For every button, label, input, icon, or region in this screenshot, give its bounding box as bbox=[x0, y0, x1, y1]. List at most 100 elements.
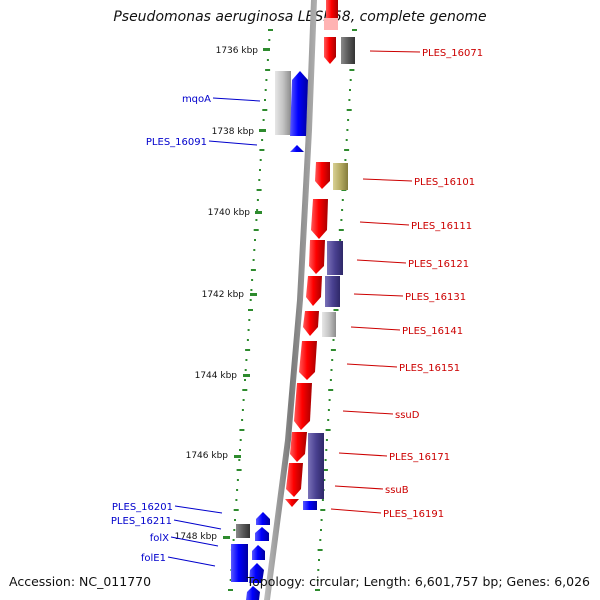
gene-label-ples-16191[interactable]: PLES_16191 bbox=[383, 509, 444, 520]
gene-feature-fole1[interactable] bbox=[249, 563, 264, 583]
guide-dot bbox=[324, 459, 327, 461]
gene-feature-ples-16111[interactable] bbox=[311, 199, 328, 239]
guide-dot bbox=[325, 439, 328, 441]
guide-dot bbox=[239, 429, 245, 431]
guide-dot bbox=[236, 469, 242, 471]
gene-label-folx[interactable]: folX bbox=[150, 533, 169, 544]
gene-label-ples-16101[interactable]: PLES_16101 bbox=[414, 177, 475, 188]
guide-dot bbox=[325, 429, 331, 431]
gene-feature-ples-16101[interactable] bbox=[315, 162, 330, 189]
gene-feature-ples-16191-blue[interactable] bbox=[303, 501, 317, 510]
genome-backbone bbox=[264, 0, 317, 600]
scale-tick-1742: 1742 kbp bbox=[202, 290, 257, 300]
guide-dot bbox=[259, 169, 261, 171]
gene-label-mqoa[interactable]: mqoA bbox=[182, 94, 211, 105]
scale-tick-1744: 1744 kbp bbox=[195, 371, 250, 381]
gene-feature-ples-16131-navy[interactable] bbox=[325, 276, 340, 307]
gene-feature-ples-16141-gray[interactable] bbox=[322, 312, 336, 337]
gene-label-ples-16201[interactable]: PLES_16201 bbox=[112, 502, 173, 513]
gene-feature-ples-16121[interactable] bbox=[309, 240, 325, 274]
guide-dot bbox=[321, 499, 324, 501]
gene-feature-mqoa[interactable] bbox=[290, 71, 308, 136]
guide-dot bbox=[256, 189, 262, 191]
guide-dot bbox=[245, 349, 251, 351]
gene-label-ples-16131[interactable]: PLES_16131 bbox=[405, 292, 466, 303]
gene-label-fole1[interactable]: folE1 bbox=[141, 553, 166, 564]
gene-feature-ples-16071[interactable] bbox=[324, 37, 336, 64]
gene-feature-fole1-left[interactable] bbox=[231, 544, 248, 582]
gene-feature-ples-16201[interactable] bbox=[256, 512, 270, 525]
gene-label-ples-16091[interactable]: PLES_16091 bbox=[146, 137, 207, 148]
gene-label-ples-16141[interactable]: PLES_16141 bbox=[402, 326, 463, 337]
gene-label-ples-16121[interactable]: PLES_16121 bbox=[408, 259, 469, 270]
gene-label-ples-16111[interactable]: PLES_16111 bbox=[411, 221, 472, 232]
gene-feature-ples-16141[interactable] bbox=[303, 311, 319, 336]
guide-dot bbox=[323, 479, 326, 481]
guide-dot bbox=[239, 449, 241, 451]
gene-label-ples-16071[interactable]: PLES_16071 bbox=[422, 48, 483, 59]
guide-dot bbox=[331, 359, 334, 361]
gene-feature-ples-16171[interactable] bbox=[290, 432, 307, 462]
guide-dot bbox=[229, 579, 232, 581]
gene-label-ssud[interactable]: ssuD bbox=[395, 410, 420, 421]
guide-dot bbox=[234, 519, 236, 521]
gene-feature-bottom-partial[interactable] bbox=[246, 586, 260, 600]
guide-dot bbox=[265, 79, 268, 81]
gene-feature-ples-16171-navy[interactable] bbox=[308, 433, 324, 499]
gene-features bbox=[231, 0, 355, 600]
gene-label-ples-16151[interactable]: PLES_16151 bbox=[399, 363, 460, 374]
gene-feature-ples-16191[interactable] bbox=[285, 499, 299, 507]
gene-feature-ples-16211[interactable] bbox=[255, 527, 269, 541]
genome-summary-text: Topology: circular; Length: 6,601,757 bp… bbox=[246, 574, 590, 589]
gene-label-ples-16171[interactable]: PLES_16171 bbox=[389, 452, 450, 463]
guide-dot bbox=[345, 139, 348, 141]
guide-dot bbox=[341, 209, 344, 211]
guide-dot bbox=[254, 239, 256, 241]
scale-tick-1738: 1738 kbp bbox=[212, 127, 266, 137]
gene-feature-ples-16101-olive[interactable] bbox=[333, 163, 348, 190]
guide-dot bbox=[242, 389, 248, 391]
gene-feature-ples-16131[interactable] bbox=[306, 276, 322, 306]
gene-feature-ssub[interactable] bbox=[286, 463, 303, 497]
guide-dot bbox=[340, 219, 343, 221]
gene-feature-ples-16071-gray[interactable] bbox=[341, 37, 355, 64]
guide-dot bbox=[318, 559, 320, 561]
guide-dot bbox=[259, 149, 265, 151]
gene-feature-ples-16121-navy[interactable] bbox=[327, 241, 343, 275]
gene-feature-ples-16091[interactable] bbox=[290, 145, 304, 152]
guide-dot bbox=[241, 419, 244, 421]
guide-lines bbox=[228, 29, 357, 591]
guide-dot bbox=[259, 159, 262, 161]
guide-dot bbox=[320, 509, 326, 511]
svg-text:1742 kbp: 1742 kbp bbox=[202, 290, 245, 300]
guide-dot bbox=[256, 209, 259, 211]
guide-dot bbox=[328, 399, 331, 401]
guide-dot bbox=[244, 379, 246, 381]
gene-label-ssub[interactable]: ssuB bbox=[385, 485, 409, 496]
guide-dot bbox=[236, 489, 239, 491]
gene-feature-mqoa-gray[interactable] bbox=[275, 71, 291, 135]
guide-dot bbox=[236, 479, 239, 481]
gene-feature-folx[interactable] bbox=[252, 545, 265, 560]
gene-feature-top-partial[interactable] bbox=[326, 0, 338, 18]
guide-dot bbox=[327, 409, 330, 411]
guide-dot bbox=[317, 549, 323, 551]
guide-dot bbox=[346, 109, 352, 111]
scale-tick-1748: 1748 kbp bbox=[175, 532, 230, 542]
guide-dot bbox=[245, 359, 248, 361]
guide-dot bbox=[244, 369, 247, 371]
gene-label-ples-16211[interactable]: PLES_16211 bbox=[111, 516, 172, 527]
guide-dot bbox=[253, 249, 256, 251]
guide-dot bbox=[249, 299, 252, 301]
gene-feature-ples-16211-gray[interactable] bbox=[236, 524, 250, 538]
svg-text:1736 kbp: 1736 kbp bbox=[216, 46, 259, 56]
guide-dot bbox=[255, 219, 258, 221]
gene-feature-ssud[interactable] bbox=[294, 383, 312, 430]
accession-text: Accession: NC_011770 bbox=[9, 574, 152, 589]
guide-dot bbox=[341, 199, 344, 201]
gene-feature-ples-16151[interactable] bbox=[299, 341, 317, 380]
gene-feature-top-partial-light[interactable] bbox=[324, 18, 338, 30]
guide-dot bbox=[262, 109, 268, 111]
